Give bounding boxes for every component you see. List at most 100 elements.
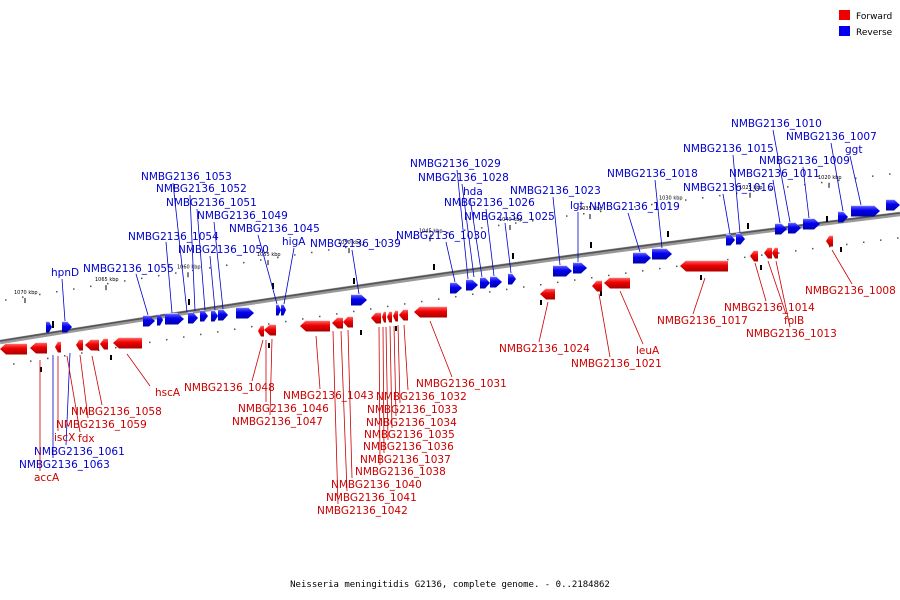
reverse-gene-label[interactable]: NMBG2136_1009 [759,155,850,167]
reverse-gene[interactable] [157,313,163,326]
forward-gene-label[interactable]: iscX [54,432,75,444]
forward-gene-label[interactable]: NMBG2136_1021 [571,358,662,370]
forward-gene-label[interactable]: NMBG2136_1038 [355,466,446,478]
forward-gene[interactable] [76,338,83,351]
reverse-gene[interactable] [466,278,478,291]
forward-gene[interactable] [764,246,772,259]
forward-gene-label[interactable]: NMBG2136_1034 [366,417,457,429]
reverse-gene-label[interactable]: NMBG2136_1029 [410,158,501,170]
forward-gene[interactable] [540,287,555,300]
forward-gene-label[interactable]: fdx [78,433,95,445]
reverse-gene-label[interactable]: NMBG2136_1023 [510,185,601,197]
reverse-gene[interactable] [236,306,254,319]
forward-gene-label[interactable]: folB [784,315,804,327]
forward-gene[interactable] [414,305,447,318]
forward-gene-label[interactable]: NMBG2136_1035 [364,429,455,441]
forward-gene-label[interactable]: NMBG2136_1040 [331,479,422,491]
reverse-gene-label[interactable]: NMBG2136_1026 [444,197,535,209]
forward-gene[interactable] [826,234,833,247]
forward-gene[interactable] [100,337,108,350]
forward-gene-label[interactable]: NMBG2136_1014 [724,302,815,314]
reverse-gene[interactable] [652,247,672,260]
reverse-gene[interactable] [218,308,228,321]
forward-gene-label[interactable]: NMBG2136_1048 [184,382,275,394]
reverse-gene-label[interactable]: NMBG2136_1018 [607,168,698,180]
forward-gene-label[interactable]: NMBG2136_1008 [805,285,896,297]
reverse-gene-label[interactable]: ggt [845,144,862,156]
forward-gene[interactable] [592,279,602,292]
reverse-gene-label[interactable]: hpnD [51,267,79,279]
forward-gene-label[interactable]: NMBG2136_1037 [360,454,451,466]
reverse-gene[interactable] [803,217,820,230]
reverse-gene-label[interactable]: NMBG2136_1061 [34,446,125,458]
reverse-gene[interactable] [508,272,516,285]
forward-gene-label[interactable]: NMBG2136_1041 [326,492,417,504]
reverse-gene-label[interactable]: lgt [570,200,584,212]
reverse-gene[interactable] [188,311,198,324]
reverse-gene-label[interactable]: hda [463,186,483,198]
reverse-gene-label[interactable]: NMBG2136_1030 [396,230,487,242]
reverse-gene[interactable] [281,303,286,316]
reverse-gene-label[interactable]: NMBG2136_1052 [156,183,247,195]
reverse-gene[interactable] [851,204,880,217]
reverse-gene[interactable] [46,320,52,333]
reverse-gene[interactable] [211,309,218,322]
forward-gene[interactable] [399,308,408,321]
reverse-gene[interactable] [62,320,72,333]
reverse-gene-label[interactable]: NMBG2136_1015 [683,143,774,155]
reverse-gene-label[interactable]: NMBG2136_1055 [83,263,174,275]
reverse-gene-label[interactable]: NMBG2136_1019 [589,201,680,213]
forward-gene-label[interactable]: NMBG2136_1042 [317,505,408,517]
forward-gene-label[interactable]: NMBG2136_1024 [499,343,590,355]
reverse-gene-label[interactable]: NMBG2136_1063 [19,459,110,471]
forward-gene-label[interactable]: NMBG2136_1033 [367,404,458,416]
reverse-gene-label[interactable]: NMBG2136_1016 [683,182,774,194]
forward-gene[interactable] [382,310,386,323]
reverse-gene[interactable] [553,264,572,277]
reverse-gene[interactable] [736,232,745,245]
forward-gene[interactable] [264,323,276,336]
forward-gene-label[interactable]: NMBG2136_1043 [283,390,374,402]
forward-gene-label[interactable]: NMBG2136_1058 [71,406,162,418]
reverse-gene[interactable] [490,275,502,288]
forward-gene[interactable] [604,276,630,289]
forward-gene-label[interactable]: leuA [636,345,660,357]
forward-gene-label[interactable]: NMBG2136_1036 [363,441,454,453]
reverse-gene-label[interactable]: NMBG2136_1039 [310,238,401,250]
reverse-gene[interactable] [838,210,848,223]
reverse-gene[interactable] [276,303,281,316]
forward-gene-label[interactable]: accA [34,472,60,484]
reverse-gene[interactable] [886,198,900,211]
forward-gene-label[interactable]: NMBG2136_1031 [416,378,507,390]
forward-gene[interactable] [300,319,330,332]
reverse-gene-label[interactable]: NMBG2136_1051 [166,197,257,209]
reverse-gene-label[interactable]: NMBG2136_1049 [197,210,288,222]
reverse-gene[interactable] [573,261,587,274]
reverse-gene[interactable] [480,276,490,289]
reverse-gene[interactable] [165,312,184,325]
reverse-gene-label[interactable]: NMBG2136_1025 [464,211,555,223]
reverse-gene-label[interactable]: NMBG2136_1010 [731,118,822,130]
reverse-gene-label[interactable]: NMBG2136_1053 [141,171,232,183]
forward-gene-label[interactable]: NMBG2136_1017 [657,315,748,327]
reverse-gene[interactable] [200,309,208,322]
forward-gene[interactable] [750,249,758,262]
forward-gene[interactable] [30,341,47,354]
reverse-gene[interactable] [450,281,462,294]
forward-gene-label[interactable]: NMBG2136_1059 [56,419,147,431]
reverse-gene[interactable] [351,293,367,306]
reverse-gene-label[interactable]: NMBG2136_1011 [729,168,820,180]
forward-gene[interactable] [332,316,343,329]
reverse-gene[interactable] [775,222,787,235]
forward-gene-label[interactable]: NMBG2136_1046 [238,403,329,415]
reverse-gene-label[interactable]: NMBG2136_1007 [786,131,877,143]
forward-gene-label[interactable]: hscA [155,387,181,399]
forward-gene[interactable] [113,336,142,349]
reverse-gene-label[interactable]: NMBG2136_1028 [418,172,509,184]
forward-gene[interactable] [0,342,27,355]
forward-gene[interactable] [371,311,381,324]
reverse-gene[interactable] [633,251,651,264]
forward-gene[interactable] [343,315,353,328]
reverse-gene-label[interactable]: NMBG2136_1054 [128,231,219,243]
forward-gene-label[interactable]: NMBG2136_1047 [232,416,323,428]
